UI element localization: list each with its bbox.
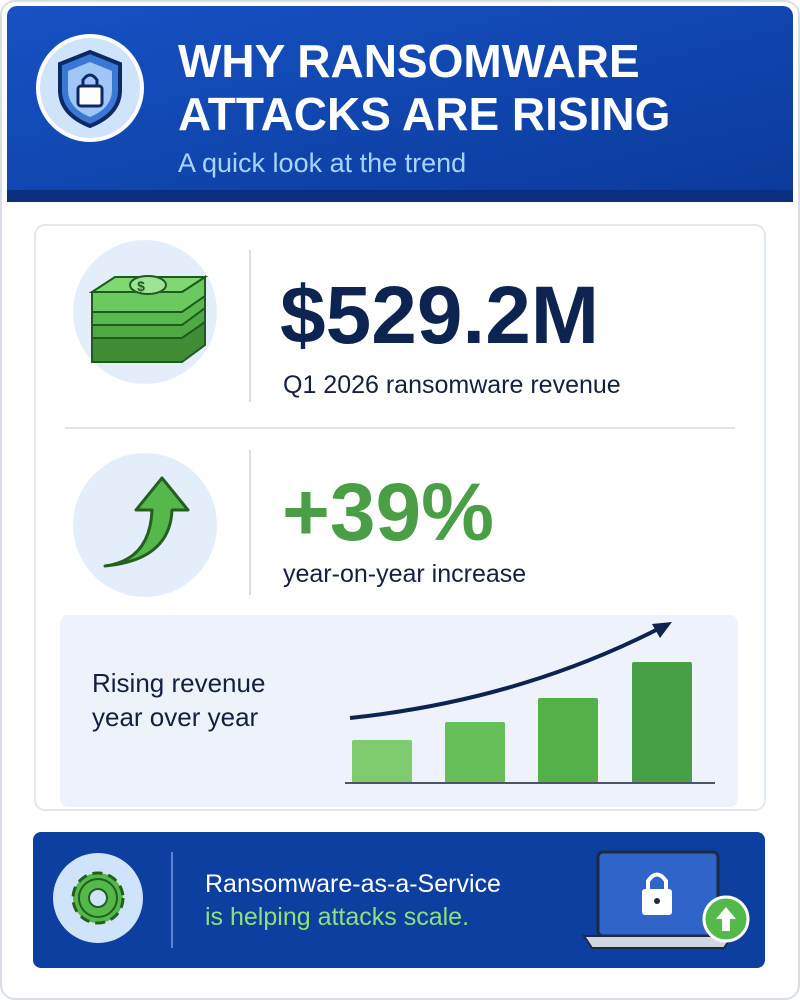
footer-line: Ransomware-as-a-Service — [205, 870, 501, 898]
title-line: WHY RANSOMWARE — [178, 35, 640, 87]
trend-caption: Rising revenue — [92, 668, 265, 698]
money-icon — [88, 275, 209, 363]
trend-illustration — [345, 622, 715, 784]
shield-icon — [36, 34, 144, 142]
stat-label: year-on-year increase — [283, 560, 526, 588]
footer-band — [33, 832, 765, 968]
header-band — [7, 6, 793, 202]
laptop-icon — [582, 850, 750, 949]
stat-label: Q1 2026 ransomware revenue — [283, 371, 621, 399]
subtitle: A quick look at the trend — [178, 148, 466, 178]
stat-value: $529.2M — [280, 270, 599, 361]
footer-line: is helping attacks scale. — [205, 903, 469, 931]
arrow-icon-bg — [73, 453, 217, 597]
up-arrow-icon — [103, 476, 190, 568]
gear-icon — [53, 853, 143, 943]
header-bottom — [7, 190, 793, 202]
title-line: ATTACKS ARE RISING — [178, 88, 670, 140]
trend-caption: year over year — [92, 702, 259, 732]
dollar-glyph: $ — [137, 278, 145, 294]
stat-value: +39% — [282, 467, 494, 558]
